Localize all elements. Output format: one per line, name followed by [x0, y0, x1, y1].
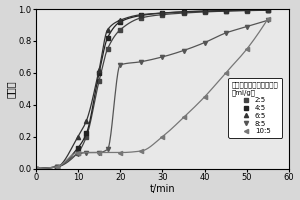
8:5	[140, 60, 143, 63]
8:5	[203, 41, 206, 44]
10:5	[118, 151, 122, 154]
8:5	[106, 148, 109, 151]
2:5	[203, 11, 206, 13]
4:5	[182, 11, 185, 13]
6:5	[97, 68, 101, 71]
10:5	[203, 96, 206, 98]
10:5	[182, 116, 185, 119]
10:5	[266, 17, 270, 20]
2:5	[76, 151, 80, 154]
10:5	[160, 135, 164, 138]
6:5	[245, 9, 249, 12]
6:5	[55, 166, 59, 168]
X-axis label: t/min: t/min	[150, 184, 175, 194]
2:5	[224, 10, 228, 12]
4:5	[118, 21, 122, 23]
4:5	[34, 167, 38, 170]
Line: 6:5: 6:5	[34, 8, 270, 171]
10:5	[224, 72, 228, 74]
6:5	[203, 10, 206, 12]
2:5	[160, 13, 164, 16]
10:5	[34, 167, 38, 170]
4:5	[76, 147, 80, 149]
Legend: 2:5, 4:5, 6:5, 8:5, 10:5: 2:5, 4:5, 6:5, 8:5, 10:5	[228, 78, 282, 138]
8:5	[118, 64, 122, 66]
6:5	[266, 9, 270, 11]
8:5	[55, 166, 59, 168]
8:5	[34, 167, 38, 170]
2:5	[118, 29, 122, 31]
6:5	[106, 29, 109, 31]
4:5	[160, 12, 164, 14]
Line: 4:5: 4:5	[34, 8, 270, 171]
10:5	[55, 166, 59, 168]
6:5	[34, 167, 38, 170]
2:5	[55, 166, 59, 168]
Line: 8:5: 8:5	[34, 18, 270, 171]
10:5	[245, 48, 249, 50]
10:5	[97, 151, 101, 154]
6:5	[182, 11, 185, 13]
Y-axis label: 降解率: 降解率	[6, 80, 16, 98]
Line: 2:5: 2:5	[34, 8, 270, 171]
2:5	[97, 80, 101, 82]
4:5	[203, 10, 206, 12]
6:5	[118, 19, 122, 21]
4:5	[224, 9, 228, 12]
Line: 10:5: 10:5	[34, 17, 270, 171]
4:5	[97, 72, 101, 74]
2:5	[106, 48, 109, 50]
4:5	[55, 166, 59, 168]
8:5	[85, 151, 88, 154]
6:5	[76, 135, 80, 138]
8:5	[245, 25, 249, 28]
8:5	[160, 56, 164, 58]
4:5	[245, 9, 249, 11]
2:5	[182, 12, 185, 14]
6:5	[140, 13, 143, 16]
8:5	[76, 153, 80, 155]
8:5	[266, 19, 270, 21]
4:5	[106, 37, 109, 39]
10:5	[140, 150, 143, 152]
6:5	[224, 9, 228, 12]
2:5	[140, 17, 143, 19]
6:5	[85, 119, 88, 122]
4:5	[140, 14, 143, 17]
8:5	[97, 151, 101, 154]
2:5	[34, 167, 38, 170]
2:5	[85, 135, 88, 138]
10:5	[76, 151, 80, 154]
8:5	[224, 32, 228, 34]
2:5	[245, 9, 249, 12]
6:5	[160, 12, 164, 14]
4:5	[85, 132, 88, 135]
4:5	[266, 9, 270, 11]
8:5	[182, 49, 185, 52]
2:5	[266, 9, 270, 11]
